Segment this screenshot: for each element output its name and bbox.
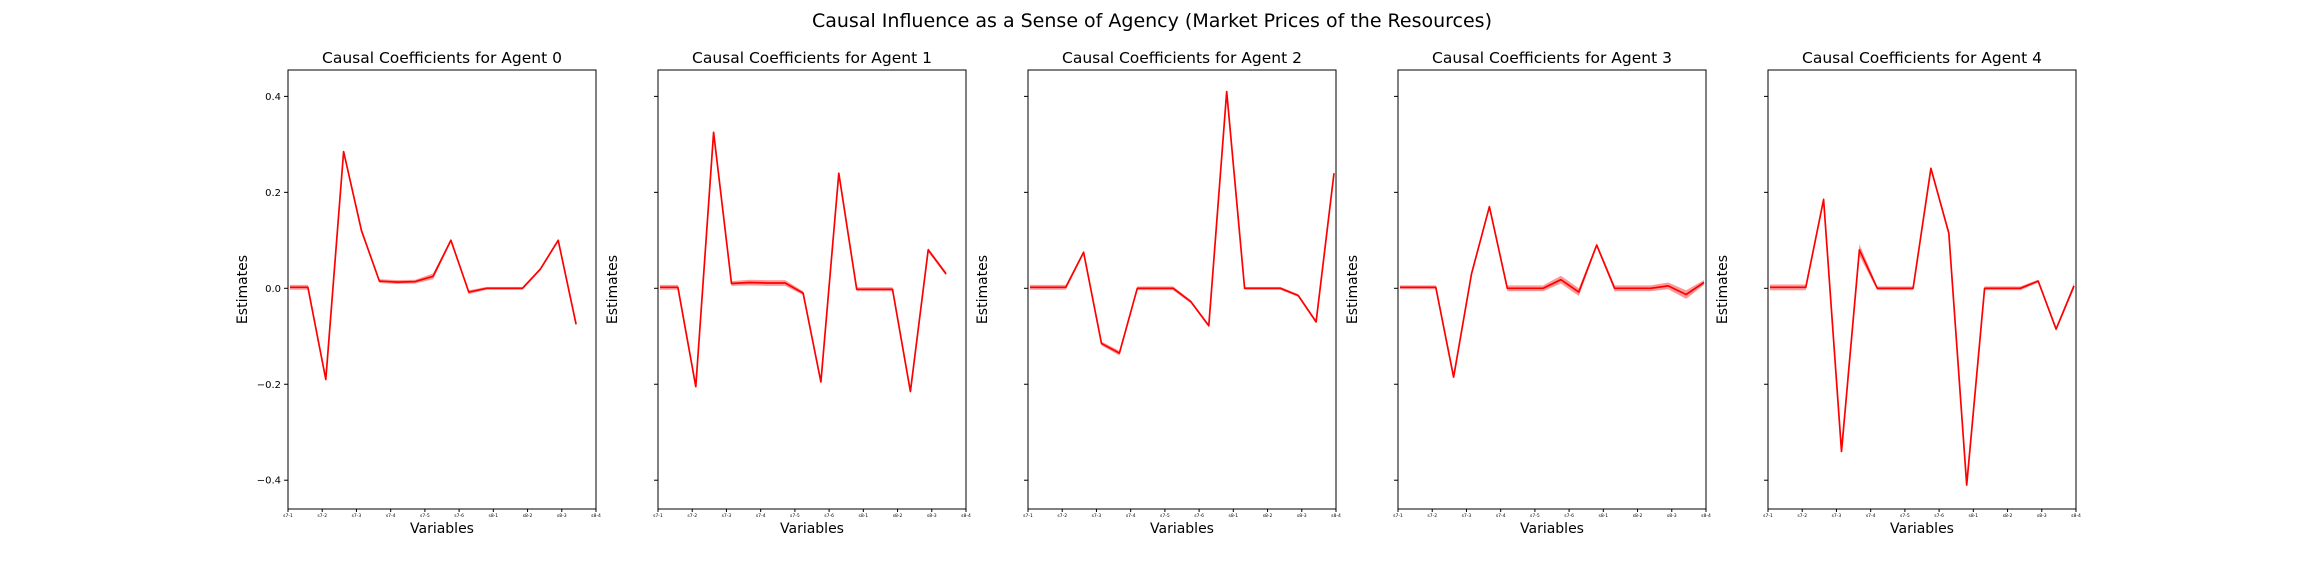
- x-tick-label: s8-1: [858, 513, 868, 519]
- x-tick-label: s8-3: [2037, 513, 2047, 519]
- x-tick-label: s7-5: [1530, 513, 1540, 519]
- x-tick-label: s7-1: [1023, 513, 1033, 519]
- x-tick-label: s8-4: [2071, 513, 2081, 519]
- x-tick-label: s8-4: [591, 513, 601, 519]
- y-axis-label: Estimates: [235, 255, 251, 324]
- estimate-line: [1770, 167, 2075, 486]
- x-tick-label: s8-4: [1331, 513, 1341, 519]
- x-tick-label: s7-5: [1900, 513, 1910, 519]
- x-tick-label: s7-3: [722, 513, 732, 519]
- x-tick-label: s7-2: [1427, 513, 1437, 519]
- y-tick-label: −0.4: [257, 476, 281, 487]
- y-axis-label: Estimates: [1715, 255, 1731, 324]
- y-tick-label: 0.2: [265, 188, 281, 199]
- x-tick-label: s7-2: [1797, 513, 1807, 519]
- y-axis-label: Estimates: [975, 255, 991, 324]
- x-tick-label: s8-4: [961, 513, 971, 519]
- axes-frame: [1397, 69, 1707, 510]
- subplot-agent-1: s7-1 s7-2 s7-3 s7-4 s7-5 s7-6 s8-1 s8-2 s8-3 s8-4…: [605, 49, 971, 537]
- x-tick-label: s7-1: [283, 513, 293, 519]
- x-tick-label: s8-1: [1598, 513, 1608, 519]
- x-tick-label: s7-4: [1866, 513, 1876, 519]
- x-tick-label: s8-2: [523, 513, 533, 519]
- x-tick-label: s8-2: [893, 513, 903, 519]
- subplot-agent-4: s7-1 s7-2 s7-3 s7-4 s7-5 s7-6 s8-1 s8-2 s8-3 s8-4…: [1715, 49, 2081, 537]
- subplot-grid: −0.4−0.20.00.20.4s7-1 s7-2 s7-3 s7-4 s7-5 s7-…: [235, 49, 2081, 537]
- axes-frame: [1027, 69, 1337, 510]
- y-tick-label: 0.4: [265, 92, 281, 103]
- x-axis-label: Variables: [1520, 521, 1584, 537]
- estimate-line: [290, 150, 577, 381]
- x-tick-label: s7-1: [1393, 513, 1403, 519]
- x-axis-label: Variables: [410, 521, 474, 537]
- x-tick-label: s7-4: [756, 513, 766, 519]
- subplot-title: Causal Coefficients for Agent 2: [1062, 49, 1302, 67]
- subplot-title: Causal Coefficients for Agent 1: [692, 49, 932, 67]
- x-tick-label: s7-4: [1496, 513, 1506, 519]
- x-tick-label: s7-6: [1194, 513, 1204, 519]
- x-axis-label: Variables: [1150, 521, 1214, 537]
- subplot-agent-3: s7-1 s7-2 s7-3 s7-4 s7-5 s7-6 s8-1 s8-2 s8-3 s8-4…: [1345, 49, 1711, 537]
- x-tick-label: s7-6: [454, 513, 464, 519]
- x-tick-label: s7-5: [1160, 513, 1170, 519]
- x-tick-label: s7-1: [653, 513, 663, 519]
- subplot-title: Causal Coefficients for Agent 4: [1802, 49, 2042, 67]
- x-tick-label: s7-3: [1832, 513, 1842, 519]
- subplot-agent-0: −0.4 −0.2 0.0 0.2 0.4 s7-1 s7-2 s7-3 s7-4 s7-5 s7-…: [235, 49, 601, 537]
- x-tick-label: s7-1: [1763, 513, 1773, 519]
- x-tick-label: s7-2: [687, 513, 697, 519]
- x-tick-label: s8-2: [1633, 513, 1643, 519]
- estimate-line: [660, 131, 947, 393]
- estimate-line: [1030, 90, 1335, 354]
- axes-frame: [657, 69, 967, 510]
- x-tick-label: s8-3: [927, 513, 937, 519]
- x-tick-label: s8-1: [1968, 513, 1978, 519]
- x-tick-label: s8-2: [1263, 513, 1273, 519]
- x-tick-label: s7-6: [824, 513, 834, 519]
- x-tick-label: s7-5: [420, 513, 430, 519]
- estimate-line: [1400, 205, 1705, 378]
- x-tick-label: s8-1: [488, 513, 498, 519]
- x-tick-label: s7-3: [352, 513, 362, 519]
- x-axis-label: Variables: [1890, 521, 1954, 537]
- x-tick-label: s8-3: [1667, 513, 1677, 519]
- subplot-title: Causal Coefficients for Agent 0: [322, 49, 562, 67]
- x-tick-label: s8-4: [1701, 513, 1711, 519]
- x-tick-label: s7-5: [790, 513, 800, 519]
- x-tick-label: s7-6: [1564, 513, 1574, 519]
- x-tick-label: s8-2: [2003, 513, 2013, 519]
- y-axis-label: Estimates: [1345, 255, 1361, 324]
- axes-frame: [287, 69, 597, 510]
- x-tick-label: s7-3: [1092, 513, 1102, 519]
- x-tick-label: s7-3: [1462, 513, 1472, 519]
- y-tick-label: 0.0: [265, 284, 281, 295]
- x-tick-label: s8-3: [1297, 513, 1307, 519]
- x-tick-label: s7-2: [317, 513, 327, 519]
- x-tick-label: s7-6: [1934, 513, 1944, 519]
- confidence-band: [1030, 90, 1334, 356]
- subplot-agent-2: s7-1 s7-2 s7-3 s7-4 s7-5 s7-6 s8-1 s8-2 s8-3 s8-4…: [975, 49, 1341, 537]
- y-axis-label: Estimates: [605, 255, 621, 324]
- x-tick-label: s8-1: [1228, 513, 1238, 519]
- x-axis-label: Variables: [780, 521, 844, 537]
- x-tick-label: s7-2: [1057, 513, 1067, 519]
- x-tick-label: s8-3: [557, 513, 567, 519]
- y-tick-label: −0.2: [257, 380, 281, 391]
- figure-title: Causal Influence as a Sense of Agency (M…: [812, 10, 1492, 32]
- subplot-title: Causal Coefficients for Agent 3: [1432, 49, 1672, 67]
- x-tick-label: s7-4: [1126, 513, 1136, 519]
- x-tick-label: s7-4: [386, 513, 396, 519]
- axes-frame: [1767, 69, 2077, 510]
